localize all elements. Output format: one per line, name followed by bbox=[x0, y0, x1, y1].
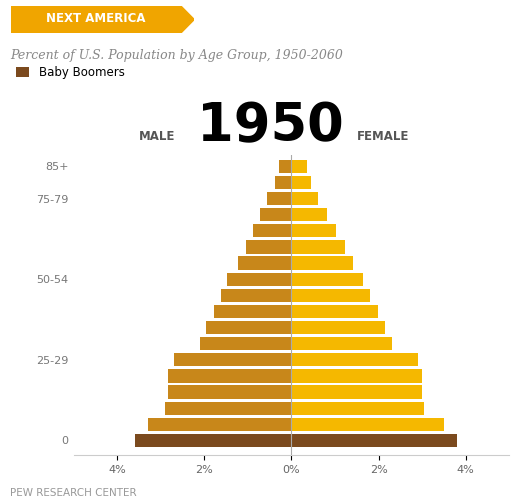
Bar bbox=[134, 434, 291, 447]
Bar bbox=[291, 305, 377, 318]
Bar bbox=[291, 256, 353, 270]
Bar bbox=[267, 192, 291, 205]
Bar bbox=[291, 353, 418, 366]
Text: FEMALE: FEMALE bbox=[357, 130, 410, 142]
Bar bbox=[214, 305, 291, 318]
Bar bbox=[200, 337, 291, 350]
Bar bbox=[291, 240, 344, 254]
Bar bbox=[291, 434, 457, 447]
Bar bbox=[291, 192, 318, 205]
Bar bbox=[148, 418, 291, 431]
Bar bbox=[165, 402, 291, 415]
Bar bbox=[291, 224, 336, 237]
Bar bbox=[253, 224, 291, 237]
Bar bbox=[260, 208, 291, 222]
Bar bbox=[291, 402, 424, 415]
Bar bbox=[169, 370, 291, 382]
Bar bbox=[246, 240, 291, 254]
Bar bbox=[291, 386, 422, 398]
Bar bbox=[275, 176, 291, 189]
Bar bbox=[291, 272, 363, 286]
Bar bbox=[221, 288, 291, 302]
Bar bbox=[291, 321, 385, 334]
Bar bbox=[279, 160, 291, 173]
Bar bbox=[291, 418, 444, 431]
Bar bbox=[291, 288, 370, 302]
Bar bbox=[291, 337, 392, 350]
Polygon shape bbox=[10, 6, 194, 32]
Text: PEW RESEARCH CENTER: PEW RESEARCH CENTER bbox=[10, 488, 137, 498]
Text: Percent of U.S. Population by Age Group, 1950-2060: Percent of U.S. Population by Age Group,… bbox=[10, 50, 343, 62]
Bar bbox=[291, 370, 422, 382]
Bar bbox=[291, 176, 311, 189]
Text: MALE: MALE bbox=[139, 130, 176, 142]
Bar bbox=[227, 272, 291, 286]
Bar bbox=[291, 160, 307, 173]
Text: NEXT AMERICA: NEXT AMERICA bbox=[46, 12, 146, 26]
Bar bbox=[238, 256, 291, 270]
Text: 1950: 1950 bbox=[197, 100, 344, 152]
Legend: Baby Boomers: Baby Boomers bbox=[16, 66, 125, 79]
Bar bbox=[169, 386, 291, 398]
Bar bbox=[206, 321, 291, 334]
Bar bbox=[174, 353, 291, 366]
Bar bbox=[291, 208, 327, 222]
